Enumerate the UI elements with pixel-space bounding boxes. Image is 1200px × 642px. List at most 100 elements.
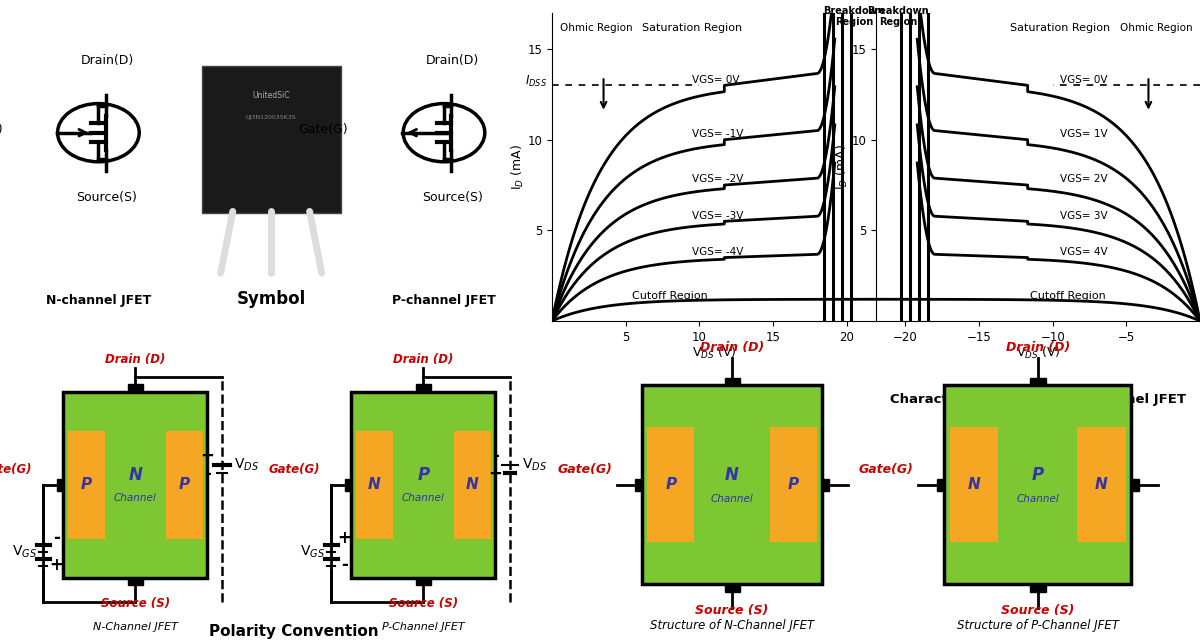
Text: V$_{GS}$: V$_{GS}$ (12, 543, 37, 560)
Text: Saturation Region: Saturation Region (1010, 23, 1110, 33)
FancyBboxPatch shape (202, 66, 341, 213)
Bar (128, 384, 143, 392)
Text: -: - (492, 447, 499, 465)
Text: UJ3N120035K3S: UJ3N120035K3S (246, 115, 296, 120)
Text: Channel: Channel (402, 493, 445, 503)
Text: Channel: Channel (710, 494, 754, 503)
Text: Source(S): Source(S) (77, 191, 138, 204)
Text: VGS= 1V: VGS= 1V (1060, 129, 1108, 139)
Text: Source (S): Source (S) (101, 597, 170, 611)
Text: Gate(G): Gate(G) (268, 464, 319, 476)
Text: +: + (337, 529, 352, 547)
Text: Drain (D): Drain (D) (394, 352, 454, 366)
Bar (937, 479, 944, 490)
Text: Structure of N-Channel JFET: Structure of N-Channel JFET (650, 619, 814, 632)
Text: V$_{DS}$: V$_{DS}$ (522, 456, 547, 473)
Text: VGS= -4V: VGS= -4V (692, 247, 743, 257)
Bar (128, 578, 143, 586)
Text: N: N (368, 477, 380, 492)
Text: Cutoff Region: Cutoff Region (632, 291, 708, 301)
Bar (64, 392, 208, 578)
Bar (352, 392, 496, 578)
Bar (770, 427, 816, 542)
Bar (725, 584, 739, 592)
Text: Gate(G): Gate(G) (858, 464, 913, 476)
Text: Source(S): Source(S) (422, 191, 484, 204)
Bar (949, 427, 998, 542)
Bar (642, 385, 822, 584)
Text: -: - (341, 556, 348, 574)
Text: N-Channel JFET: N-Channel JFET (92, 622, 178, 632)
Text: P: P (179, 477, 190, 492)
Text: Source (S): Source (S) (389, 597, 458, 611)
Text: P: P (1032, 465, 1044, 484)
Text: N: N (725, 465, 739, 484)
Text: P: P (80, 477, 92, 492)
Text: P: P (665, 477, 677, 492)
Text: Channel: Channel (1016, 494, 1060, 503)
Text: Gate(G): Gate(G) (0, 464, 31, 476)
Bar (416, 384, 431, 392)
Bar (1132, 479, 1139, 490)
Text: Cutoff Region: Cutoff Region (1030, 291, 1105, 301)
Text: P: P (787, 477, 799, 492)
Text: +: + (200, 447, 215, 465)
Text: P: P (418, 466, 430, 485)
Bar (1030, 584, 1045, 592)
Text: -: - (53, 529, 60, 547)
Bar (454, 431, 491, 539)
Text: Gate(G): Gate(G) (557, 464, 612, 476)
Text: Polarity Convention: Polarity Convention (209, 623, 379, 639)
Text: Breakdown
Region: Breakdown Region (868, 6, 929, 28)
Text: VGS= 3V: VGS= 3V (1060, 211, 1108, 221)
Text: Gate(G): Gate(G) (299, 123, 348, 135)
Text: N-Channel JFET: N-Channel JFET (658, 392, 772, 406)
Y-axis label: I$_D$ (mA): I$_D$ (mA) (834, 144, 850, 190)
Text: Ohmic Region: Ohmic Region (1120, 23, 1192, 33)
Text: +: + (49, 556, 64, 574)
Bar (648, 427, 694, 542)
Text: VGS= -1V: VGS= -1V (692, 129, 743, 139)
Text: Channel: Channel (114, 493, 157, 503)
Bar (1078, 427, 1126, 542)
Text: VGS= -2V: VGS= -2V (692, 175, 743, 184)
Text: P-channel JFET: P-channel JFET (392, 294, 496, 307)
Text: Source (S): Source (S) (695, 603, 769, 617)
Text: P-Channel JFET: P-Channel JFET (382, 622, 464, 632)
Text: VGS= -3V: VGS= -3V (692, 211, 743, 221)
Bar (822, 479, 829, 490)
Text: Drain (D): Drain (D) (700, 342, 764, 354)
Bar (56, 479, 64, 490)
Bar (944, 385, 1132, 584)
Bar (1030, 377, 1045, 385)
Text: VGS= 0V: VGS= 0V (1060, 74, 1108, 85)
Bar (416, 578, 431, 586)
Bar (166, 431, 203, 539)
Text: Saturation Region: Saturation Region (642, 23, 742, 33)
Text: N: N (1096, 477, 1108, 492)
Bar (344, 479, 352, 490)
Text: N-channel JFET: N-channel JFET (46, 294, 151, 307)
Text: Symbol: Symbol (236, 290, 306, 308)
Bar (725, 377, 739, 385)
Text: N: N (466, 477, 479, 492)
Text: Characteristics Curve     P-Channel JFET: Characteristics Curve P-Channel JFET (890, 392, 1186, 406)
Text: Breakdown
Region: Breakdown Region (823, 6, 884, 28)
Text: Source (S): Source (S) (1001, 603, 1074, 617)
Text: N: N (128, 466, 143, 485)
X-axis label: V$_{DS}$ (V): V$_{DS}$ (V) (691, 345, 737, 361)
Text: Structure of P-Channel JFET: Structure of P-Channel JFET (956, 619, 1118, 632)
Text: Ohmic Region: Ohmic Region (560, 23, 632, 33)
Text: VGS= 4V: VGS= 4V (1060, 247, 1108, 257)
Text: N: N (967, 477, 980, 492)
Bar (67, 431, 106, 539)
Text: +: + (488, 465, 503, 483)
Bar (355, 431, 394, 539)
Text: V$_{DS}$: V$_{DS}$ (234, 456, 259, 473)
Text: UnitedSiC: UnitedSiC (252, 91, 290, 100)
Text: Drain(D): Drain(D) (80, 54, 133, 67)
Text: V$_{GS}$: V$_{GS}$ (300, 543, 325, 560)
Text: Gate(G): Gate(G) (0, 123, 2, 135)
Text: -: - (204, 465, 211, 483)
Text: VGS= 2V: VGS= 2V (1060, 175, 1108, 184)
